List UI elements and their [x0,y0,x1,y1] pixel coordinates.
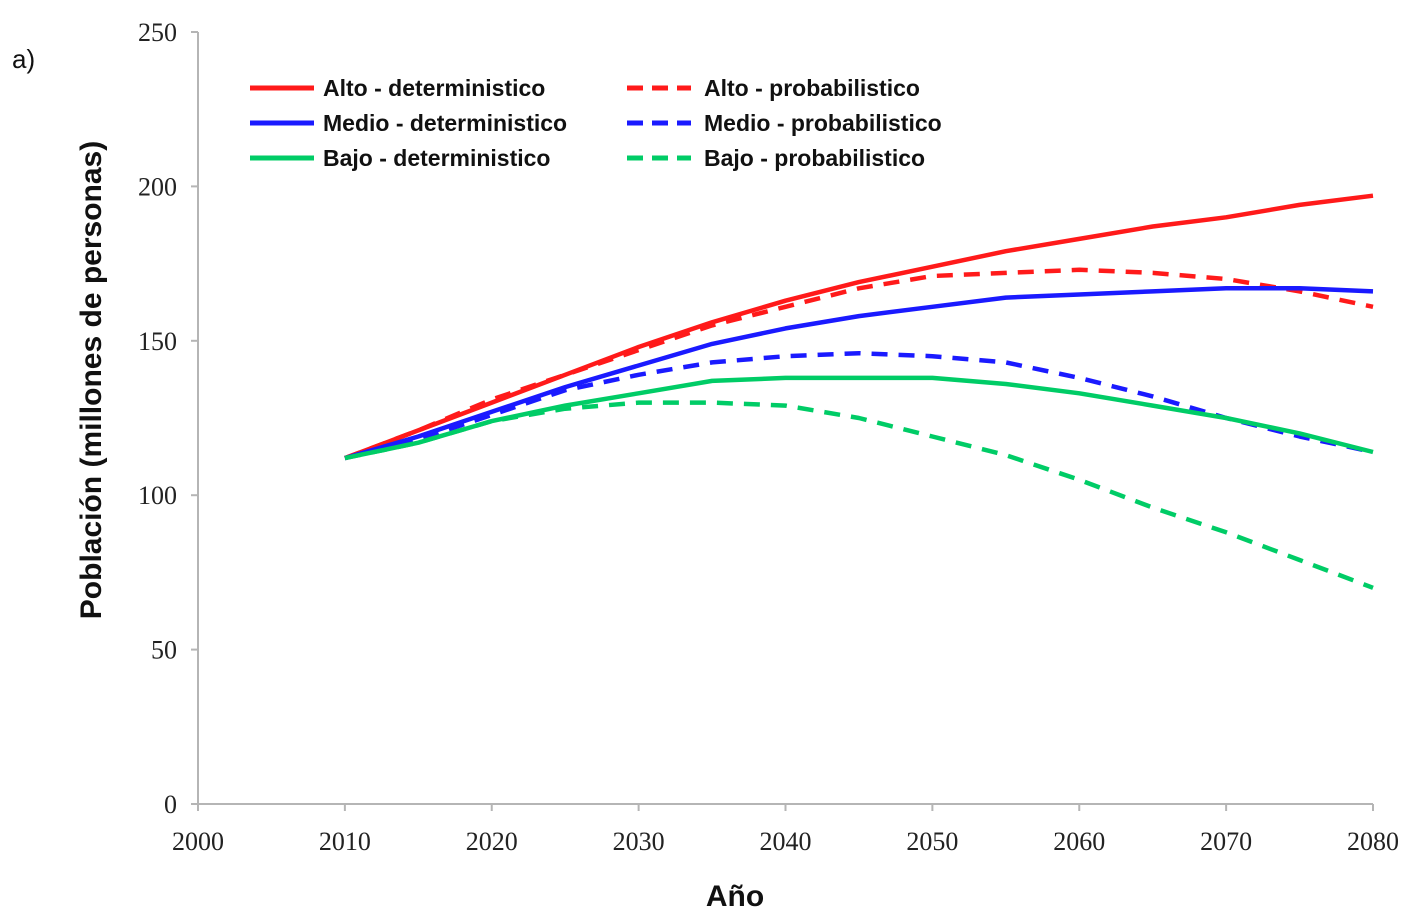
series-line-medio-deterministico [344,286,1374,461]
x-tick-label: 2030 [613,827,665,856]
y-tick-label: 100 [138,481,177,510]
panel-label: a) [12,44,35,74]
series-lines [344,193,1374,590]
legend-label: Bajo - deterministico [323,145,550,171]
series-line-medio-probabilistico [344,350,1374,461]
legend-label: Alto - probabilistico [704,75,920,101]
y-tick-label: 250 [138,18,177,47]
x-tick-label: 2060 [1053,827,1105,856]
series-line-alto-deterministico [344,193,1374,461]
y-tick-label: 50 [151,636,177,665]
legend-label: Bajo - probabilistico [704,145,925,171]
series-line-alto-probabilistico [344,267,1374,461]
y-tick-label: 0 [164,790,177,819]
legend-label: Medio - deterministico [323,110,567,136]
y-tick-label: 150 [138,327,177,356]
axes: 2000 2010 2020 2030 2040 2050 2060 2070 2080 0 50 1… [138,18,1399,856]
legend: Alto - deterministico Medio - determinist… [250,75,942,171]
x-axis-title: Año [706,880,764,913]
x-tick-label: 2080 [1347,827,1399,856]
legend-label: Alto - deterministico [323,75,545,101]
series-line-bajo-deterministico [344,375,1374,461]
x-tick-label: 2040 [760,827,812,856]
x-tick-label: 2070 [1200,827,1252,856]
y-axis-title: Población (millones de personas) [75,141,108,619]
x-tick-label: 2000 [172,827,224,856]
x-tick-label: 2010 [319,827,371,856]
legend-label: Medio - probabilistico [704,110,942,136]
series-line-bajo-probabilistico [344,400,1374,590]
x-tick-label: 2050 [906,827,958,856]
y-tick-label: 200 [138,172,177,201]
x-tick-label: 2020 [466,827,518,856]
